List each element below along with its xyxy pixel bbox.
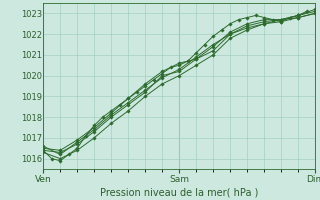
X-axis label: Pression niveau de la mer( hPa ): Pression niveau de la mer( hPa ) [100,188,258,198]
